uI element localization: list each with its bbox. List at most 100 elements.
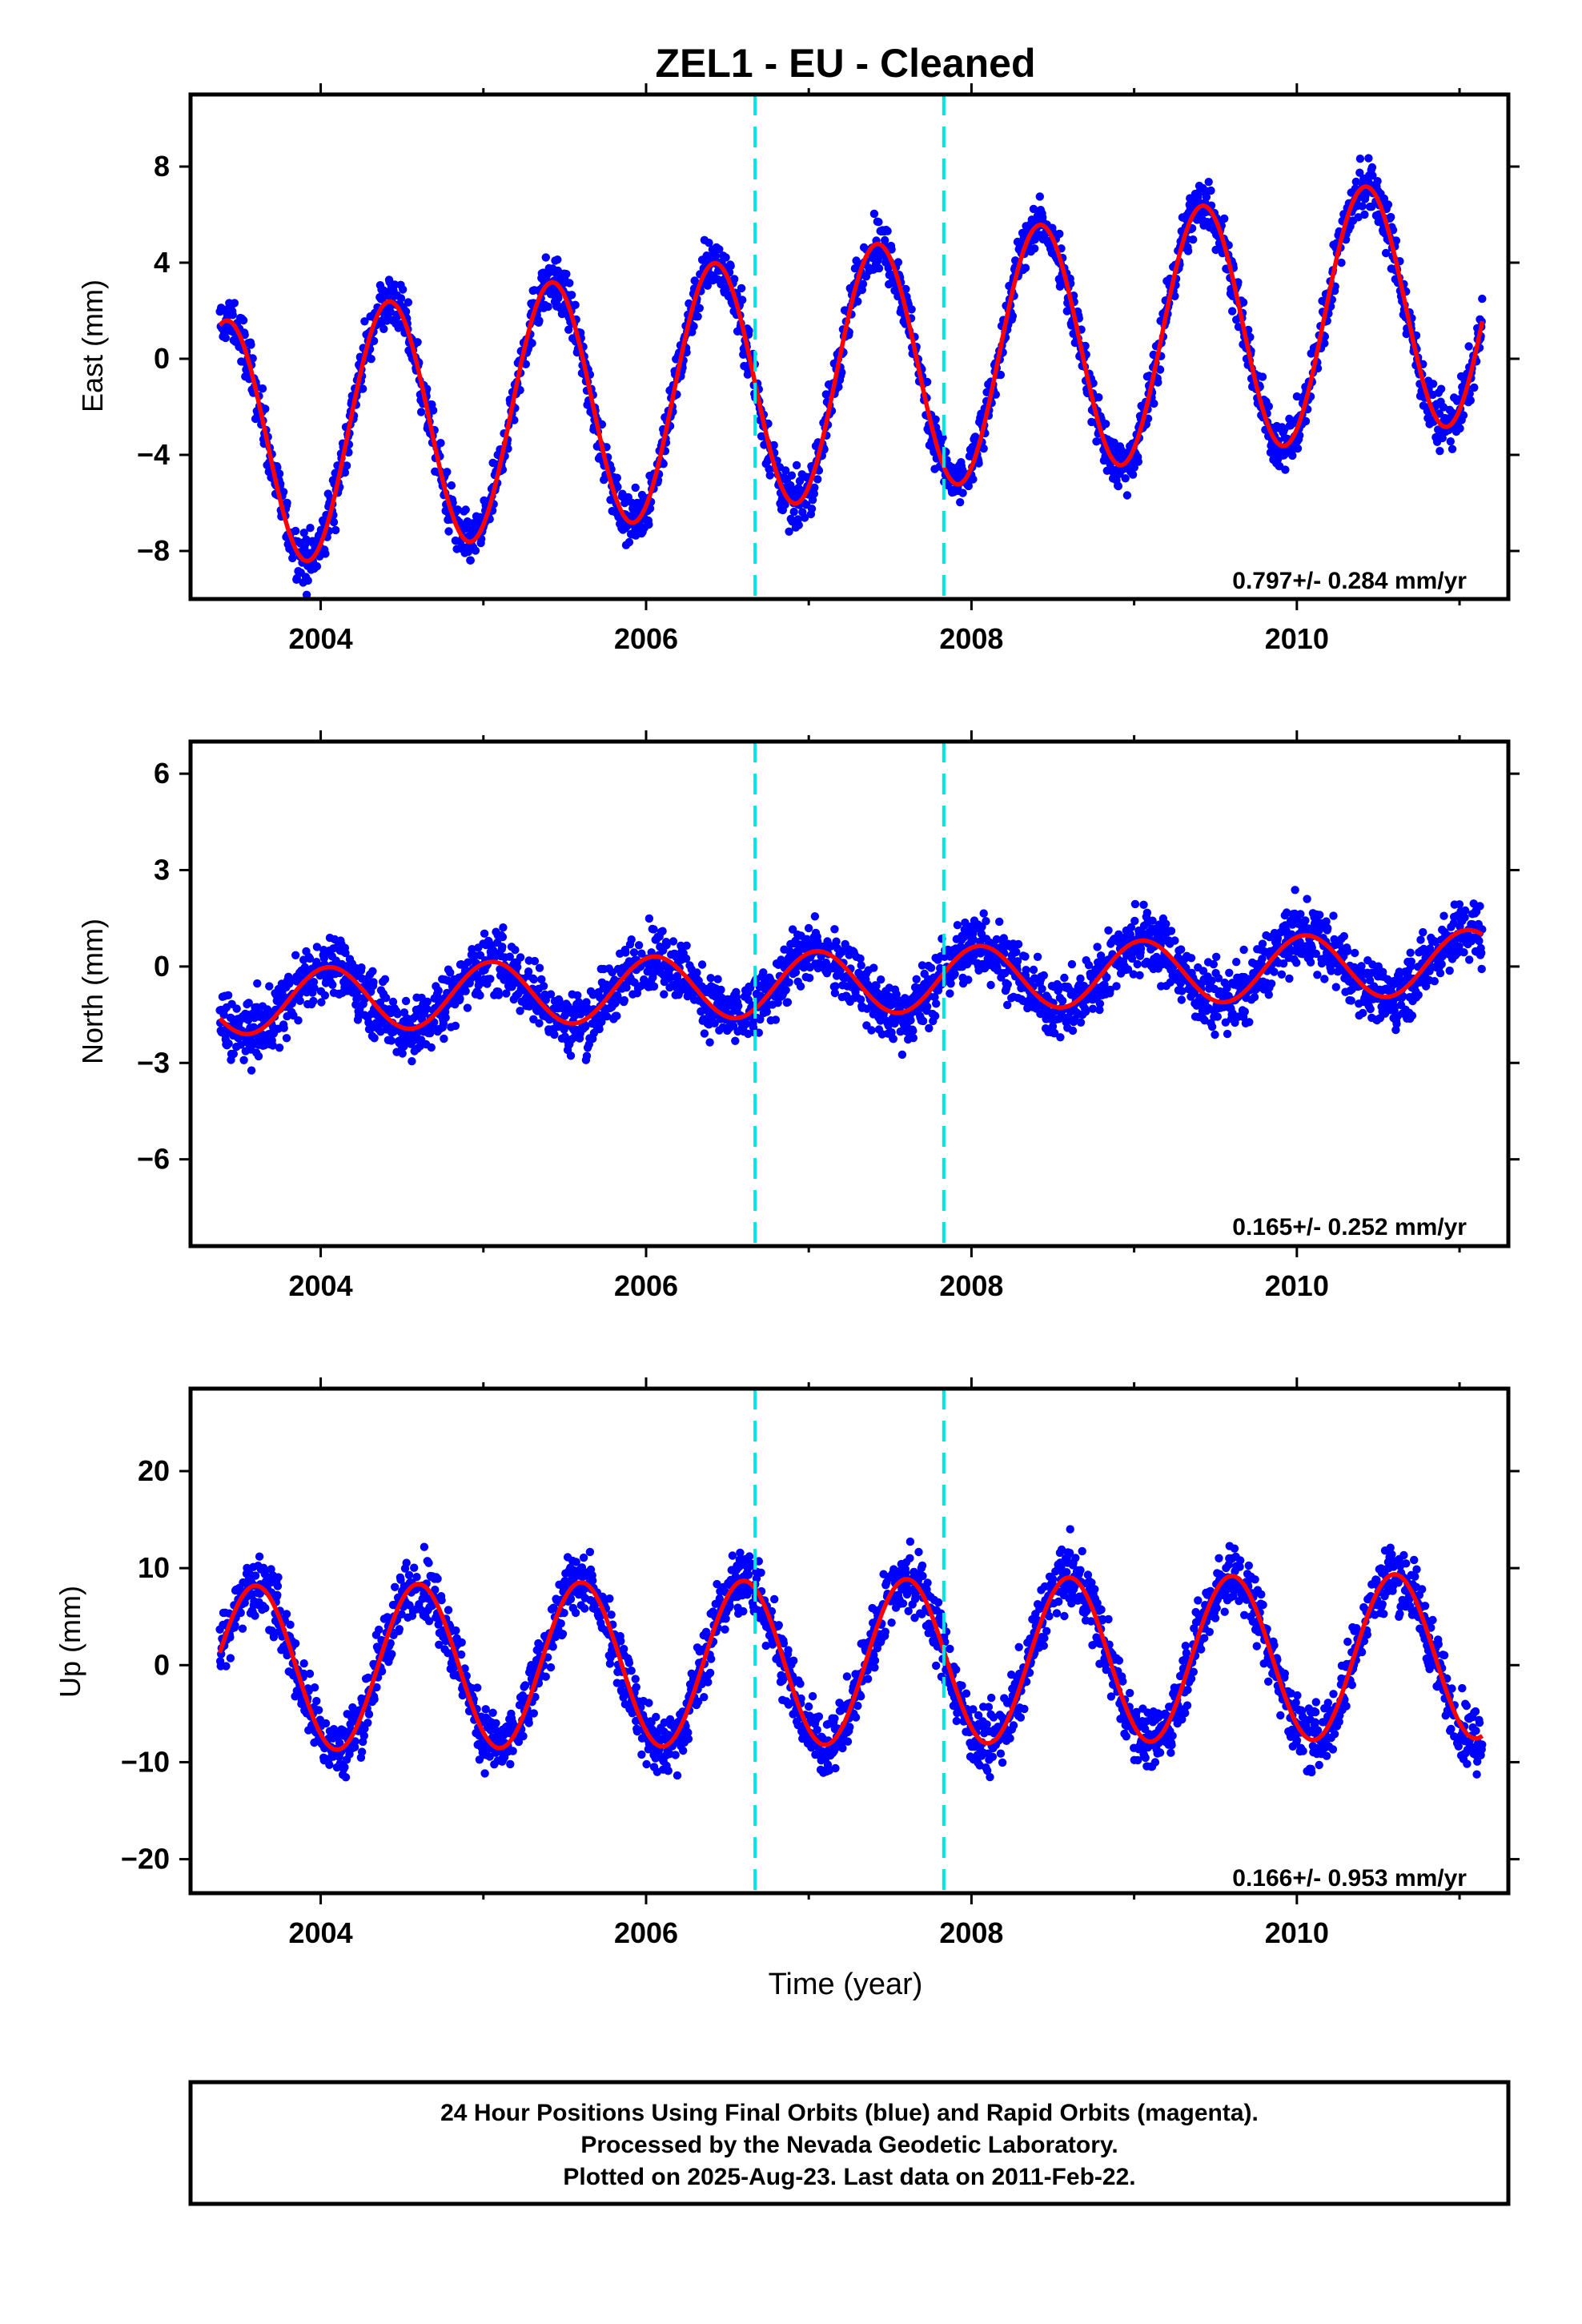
- east-data-point: [597, 420, 607, 429]
- east-data-point: [789, 507, 798, 517]
- east-data-point: [964, 481, 974, 491]
- north-data-point: [1100, 980, 1109, 989]
- north-data-point: [925, 1023, 934, 1033]
- east-data-point: [1021, 263, 1030, 272]
- east-data-point: [1383, 200, 1393, 209]
- east-data-point: [535, 316, 544, 325]
- east-data-point: [969, 475, 978, 484]
- north-data-point: [1407, 1011, 1417, 1020]
- east-data-point: [230, 299, 239, 308]
- north-data-point: [320, 991, 330, 1000]
- north-data-point: [1414, 991, 1423, 999]
- east-data-point: [853, 297, 862, 306]
- east-data-point: [613, 482, 622, 492]
- north-data-point: [573, 991, 582, 1000]
- north-data-point: [1130, 916, 1139, 926]
- north-data-point: [275, 1043, 284, 1052]
- north-data-point: [1460, 948, 1468, 957]
- north-data-point: [830, 988, 840, 998]
- north-data-point: [1212, 952, 1221, 962]
- north-data-point: [516, 1007, 524, 1015]
- north-data-point: [1232, 958, 1241, 967]
- east-data-point: [874, 218, 883, 227]
- east-data-point: [711, 252, 720, 261]
- north-data-point: [1199, 967, 1208, 975]
- north-data-point: [502, 989, 511, 998]
- east-data-point: [306, 524, 315, 533]
- north-data-point: [498, 932, 508, 942]
- east-data-point: [1360, 210, 1369, 219]
- east-data-point: [1155, 365, 1165, 374]
- east-data-point: [261, 404, 270, 413]
- east-data-point: [447, 481, 456, 490]
- north-data-point: [1213, 1012, 1223, 1021]
- north-data-point: [1112, 982, 1121, 991]
- north-data-point: [441, 1013, 450, 1023]
- north-data-point: [1291, 886, 1299, 895]
- north-data-point: [1461, 906, 1470, 915]
- east-data-point: [689, 322, 698, 331]
- east-data-point: [471, 546, 480, 555]
- east-data-point: [562, 270, 571, 279]
- east-data-point: [1110, 444, 1118, 454]
- east-data-point: [971, 432, 980, 441]
- north-data-point: [1003, 980, 1013, 989]
- north-data-point: [357, 963, 366, 972]
- east-data-point: [874, 263, 884, 273]
- north-data-point: [649, 925, 658, 934]
- north-data-point: [731, 1036, 740, 1046]
- north-fit-line: [218, 927, 1484, 1036]
- north-data-point: [1245, 1018, 1254, 1027]
- east-data-point: [1364, 154, 1373, 163]
- north-data-point: [867, 1026, 876, 1035]
- north-data-point: [713, 999, 722, 1008]
- east-data-point: [1470, 383, 1479, 392]
- north-data-point: [1279, 959, 1288, 968]
- north-data-point: [918, 1016, 928, 1026]
- north-data-point: [693, 968, 701, 977]
- east-data-point: [1154, 378, 1162, 387]
- east-data-point: [795, 476, 805, 485]
- north-data-point: [669, 937, 678, 946]
- east-data-point: [715, 245, 724, 254]
- north-data-point: [224, 1039, 233, 1048]
- north-data-point: [229, 1049, 238, 1059]
- north-data-point: [1067, 959, 1077, 969]
- east-data-point: [1204, 178, 1213, 187]
- north-data-point: [1343, 947, 1352, 955]
- east-data-point: [881, 235, 889, 245]
- north-data-point: [930, 1011, 940, 1020]
- north-data-point: [629, 948, 639, 957]
- north-data-point: [756, 1015, 765, 1024]
- north-data-point: [388, 997, 398, 1007]
- north-data-point: [317, 998, 326, 1007]
- east-data-point: [1464, 342, 1473, 351]
- north-data-point: [857, 995, 865, 1004]
- north-data-point: [1136, 944, 1146, 953]
- north-data-point: [368, 967, 377, 976]
- north-data-point: [341, 948, 350, 958]
- east-rate-label: 0.797+/- 0.284 mm/yr: [1232, 568, 1467, 594]
- east-data-point: [1293, 444, 1303, 453]
- north-data-point: [1327, 967, 1335, 975]
- north-data-point: [637, 949, 646, 958]
- north-data-point: [857, 961, 865, 970]
- north-data-point: [1012, 947, 1021, 957]
- north-data-point: [268, 1041, 277, 1050]
- east-data-point: [1447, 444, 1457, 453]
- north-data-point: [247, 1066, 256, 1075]
- north-data-point: [1106, 985, 1114, 995]
- east-data-point: [1428, 380, 1438, 388]
- north-data-point: [1306, 958, 1315, 967]
- east-data-point: [705, 239, 713, 247]
- north-data-point: [1313, 971, 1322, 979]
- east-data-point: [359, 384, 367, 393]
- north-data-point: [1477, 948, 1486, 958]
- north-data-point: [505, 952, 514, 961]
- north-data-point: [265, 982, 274, 991]
- east-data-point: [275, 469, 284, 478]
- north-data-point: [969, 935, 978, 944]
- north-data-point: [595, 1024, 604, 1034]
- east-data-point: [386, 308, 395, 316]
- north-data-point: [754, 1028, 763, 1037]
